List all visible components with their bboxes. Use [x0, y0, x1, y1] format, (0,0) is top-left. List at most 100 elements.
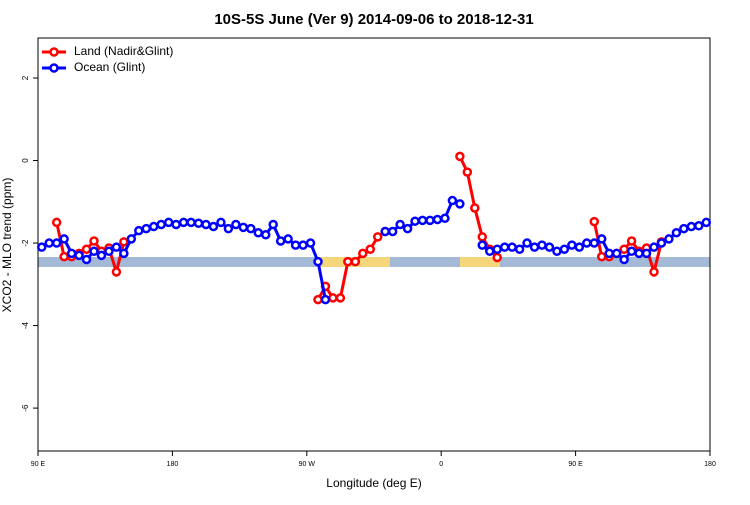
data-point [350, 256, 361, 267]
data-point [432, 214, 443, 225]
data-point [567, 240, 577, 250]
data-point [641, 248, 652, 259]
x-tick-label: 180 [704, 461, 716, 468]
data-point [649, 267, 659, 277]
data-point [671, 227, 682, 238]
data-point [290, 240, 301, 250]
legend-label: Ocean (Glint) [74, 60, 145, 74]
data-point [268, 219, 278, 230]
data-point [111, 242, 122, 252]
data-point [402, 223, 413, 234]
data-point [582, 238, 592, 248]
y-axis-label: XCO2 - MLO trend (ppm) [0, 178, 14, 313]
data-point [455, 199, 465, 209]
data-point [358, 248, 368, 259]
data-point [365, 244, 376, 254]
data-point [492, 252, 502, 263]
x-tick-label: 90 E [31, 461, 46, 468]
y-tick-label: -2 [21, 239, 30, 247]
data-point [216, 217, 226, 228]
data-point [619, 254, 629, 265]
data-point [81, 254, 92, 265]
y-tick-label: 0 [21, 158, 30, 163]
data-point [529, 242, 540, 252]
data-point [275, 236, 286, 246]
data-point [328, 293, 338, 303]
data-point [201, 219, 211, 230]
data-point [604, 248, 614, 259]
data-point [44, 238, 54, 248]
data-point [156, 219, 166, 230]
data-point [178, 217, 189, 228]
data-point [462, 167, 473, 177]
data-point [119, 248, 129, 259]
data-point [440, 213, 450, 224]
data-point [186, 217, 196, 228]
data-point [260, 230, 271, 240]
data-point [343, 256, 353, 267]
x-axis-label: Longitude (deg E) [326, 476, 421, 490]
data-point [559, 244, 570, 254]
data-point [589, 238, 600, 248]
data-point [656, 238, 667, 248]
data-point [664, 234, 674, 244]
data-point [455, 151, 465, 162]
data-point [208, 221, 219, 232]
data-point [596, 234, 607, 244]
data-point [313, 294, 323, 305]
data-point [477, 232, 488, 242]
x-tick-label: 90 E [568, 461, 583, 468]
data-point [410, 216, 420, 226]
data-point [238, 222, 249, 233]
legend-marker [49, 63, 59, 73]
data-point [66, 248, 77, 259]
data-point [36, 242, 47, 252]
data-point [231, 219, 241, 230]
x-tick-label: 0 [439, 461, 443, 468]
data-point [313, 256, 323, 267]
y-tick-label: -4 [21, 321, 30, 329]
data-point [223, 223, 234, 234]
legend-label: Land (Nadir&Glint) [74, 44, 173, 58]
data-point [298, 240, 308, 250]
legend-marker [49, 47, 59, 57]
data-point [74, 250, 84, 261]
data-point [148, 221, 159, 232]
data-point [522, 238, 532, 248]
data-point [470, 203, 480, 213]
data-point [395, 219, 405, 230]
data-point [492, 244, 502, 254]
data-point [104, 246, 114, 257]
data-point [119, 237, 129, 247]
data-point [335, 293, 346, 303]
data-point [126, 234, 137, 244]
data-point [477, 240, 488, 250]
land-band [460, 257, 500, 267]
data-point [134, 225, 144, 236]
data-point [320, 294, 331, 305]
data-point [283, 234, 293, 244]
data-point [59, 251, 69, 262]
data-point [51, 217, 62, 228]
data-point [537, 240, 547, 250]
data-point [89, 236, 99, 246]
data-point [484, 246, 495, 257]
y-tick-label: 2 [21, 75, 30, 80]
data-point [694, 220, 704, 231]
data-point [96, 250, 107, 261]
chart-title: 10S-5S June (Ver 9) 2014-09-06 to 2018-1… [214, 11, 533, 28]
data-point [59, 234, 69, 244]
data-point [305, 238, 316, 248]
data-point [417, 215, 428, 226]
data-point [111, 267, 122, 277]
x-tick-label: 90 W [299, 461, 316, 468]
data-point [193, 218, 204, 229]
data-point [596, 251, 607, 262]
data-point [701, 217, 712, 228]
data-point [387, 226, 398, 237]
data-point [372, 232, 383, 242]
data-point [51, 238, 62, 248]
data-point [141, 223, 152, 234]
data-point [499, 242, 510, 252]
